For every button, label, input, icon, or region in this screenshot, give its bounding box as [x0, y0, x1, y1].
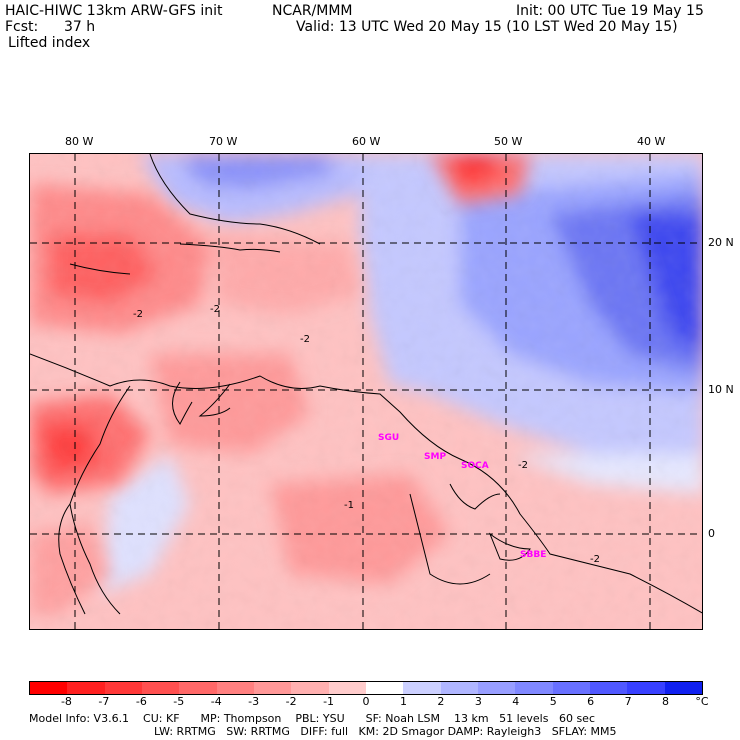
contour-label: -2 [300, 334, 310, 345]
colorbar-swatch [440, 682, 478, 694]
station-soca: SOCA [461, 461, 489, 471]
colorbar-tick-label: 1 [399, 695, 407, 708]
colorbar-swatch [589, 682, 628, 694]
lon-label-50w: 50 W [494, 135, 523, 148]
texture [30, 154, 702, 629]
colorbar-swatch [179, 682, 217, 694]
colorbar-swatch [365, 682, 404, 694]
contour-label: -2 [518, 460, 528, 471]
colorbar-swatch [30, 682, 68, 694]
colorbar-swatch [216, 682, 254, 694]
valid-time: Valid: 13 UTC Wed 20 May 15 (10 LST Wed … [296, 19, 678, 35]
model-info-line2: LW: RRTMG SW: RRTMG DIFF: full KM: 2D Sm… [154, 725, 617, 738]
lon-label-40w: 40 W [637, 135, 666, 148]
forecast-label: Fcst: [5, 19, 39, 35]
field-name: Lifted index [8, 35, 91, 51]
colorbar-tick-label: 7 [624, 695, 632, 708]
station-smp: SMP [424, 452, 447, 462]
colorbar-tick-label: 5 [549, 695, 557, 708]
colorbar-tick-label: 8 [662, 695, 670, 708]
colorbar-swatch [627, 682, 665, 694]
colorbar-tick-label: -1 [323, 695, 335, 708]
colorbar-swatch [664, 682, 702, 694]
contour-label: -1 [344, 500, 354, 511]
colorbar-tick-label: 0 [362, 695, 370, 708]
graticule [30, 154, 702, 629]
colorbar-tick-label: 3 [474, 695, 482, 708]
colorbar-tick-label: -4 [210, 695, 222, 708]
lon-label-80w: 80 W [65, 135, 94, 148]
coastlines [30, 154, 702, 615]
contour-label: -2 [210, 304, 220, 315]
forecast-hour: 37 h [64, 19, 96, 35]
station-sbbe: SBBE [520, 550, 547, 560]
colorbar-swatch [253, 682, 292, 694]
lon-label-60w: 60 W [352, 135, 381, 148]
colorbar-tick-label: -8 [60, 695, 72, 708]
colorbar-tick-label: -6 [135, 695, 147, 708]
map-canvas: -2 -2 -2 -1 -2 -2 [30, 154, 702, 629]
lat-label-10n: 10 N [708, 383, 734, 396]
colorbar-tick-label: -7 [98, 695, 110, 708]
colorbar-swatch [141, 682, 180, 694]
colorbar-tick-label: 4 [512, 695, 520, 708]
lifted-index-map: -2 -2 -2 -1 -2 -2 SGU SMP SOCA SBBE [29, 153, 703, 630]
colorbar-tick-label: -3 [248, 695, 260, 708]
lat-label-20n: 20 N [708, 236, 734, 249]
colorbar [29, 681, 703, 695]
colorbar-swatch [291, 682, 329, 694]
colorbar-swatch [67, 682, 105, 694]
colorbar-swatch [328, 682, 366, 694]
colorbar-swatch [403, 682, 441, 694]
colorbar-unit: °C [695, 695, 709, 708]
colorbar-swatch [104, 682, 142, 694]
organization: NCAR/MMM [272, 3, 353, 19]
colorbar-tick-label: -5 [173, 695, 185, 708]
colorbar-tick-label: -2 [285, 695, 297, 708]
colorbar-swatch [515, 682, 553, 694]
init-time: Init: 00 UTC Tue 19 May 15 [516, 3, 704, 19]
model-title: HAIC-HIWC 13km ARW-GFS init [5, 3, 223, 19]
colorbar-swatch [477, 682, 516, 694]
colorbar-tick-label: 2 [437, 695, 445, 708]
lon-label-70w: 70 W [209, 135, 238, 148]
contour-label: -2 [133, 309, 143, 320]
station-sgu: SGU [378, 433, 400, 443]
colorbar-tick-label: 6 [587, 695, 595, 708]
contour-label: -2 [590, 554, 600, 565]
colorbar-swatch [552, 682, 590, 694]
model-info-line1: Model Info: V3.6.1 CU: KF MP: Thompson P… [29, 712, 596, 725]
lat-label-0: 0 [708, 527, 715, 540]
